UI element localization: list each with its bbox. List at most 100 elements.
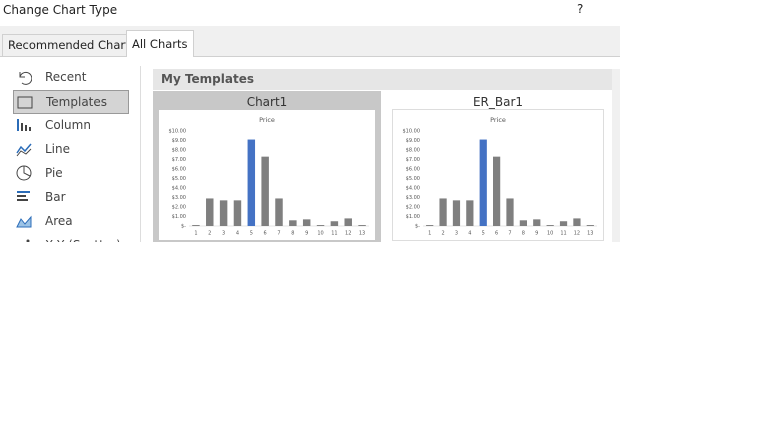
- x-tick-label: 8: [522, 231, 525, 237]
- x-tick-label: 7: [277, 231, 280, 237]
- x-tick-label: 3: [455, 231, 458, 237]
- tab[interactable]: All Charts: [126, 30, 194, 57]
- x-tick-label: 3: [222, 231, 225, 237]
- x-tick-label: 4: [236, 231, 239, 237]
- bar: [261, 156, 269, 226]
- chart-type-item[interactable]: Bar: [13, 186, 127, 208]
- bar: [426, 225, 434, 226]
- panel-heading: My Templates: [153, 69, 612, 90]
- chart-type-label: Line: [45, 142, 71, 156]
- x-tick-label: 1: [428, 231, 431, 237]
- x-tick-label: 8: [291, 231, 294, 237]
- chart-type-icon: [17, 96, 33, 109]
- y-tick-label: $8.00: [406, 148, 420, 154]
- chart-type-item[interactable]: Line: [13, 138, 127, 160]
- chart-type-label: X Y (Scatter): [45, 234, 121, 242]
- chart-type-icon: [16, 143, 32, 157]
- tab-bar: Recommended Charts All Charts: [0, 26, 620, 57]
- bar: [573, 218, 581, 226]
- x-tick-label: 6: [264, 231, 267, 237]
- chart-type-item[interactable]: Recent: [13, 66, 127, 88]
- chart-type-item[interactable]: Templates: [13, 90, 129, 114]
- bar: [439, 198, 447, 226]
- chart-type-icon: [26, 239, 30, 242]
- x-tick-label: 10: [547, 231, 553, 237]
- chart-type-icon: [17, 119, 31, 131]
- x-tick-label: 11: [331, 231, 337, 237]
- y-tick-label: $3.00: [172, 195, 186, 201]
- x-tick-label: 5: [482, 231, 485, 237]
- bar: [192, 225, 200, 226]
- y-tick-label: $7.00: [172, 157, 186, 163]
- bar: [452, 200, 461, 226]
- bar: [546, 225, 554, 226]
- y-tick-label: $2.00: [406, 205, 420, 211]
- bar: [466, 200, 474, 226]
- chart-type-item[interactable]: Area: [13, 210, 127, 232]
- y-tick-label: $3.00: [406, 195, 420, 201]
- y-tick-label: $2.00: [172, 205, 186, 211]
- chart-type-label: Templates: [46, 95, 108, 109]
- y-tick-label: $-: [415, 224, 420, 230]
- chart-type-item[interactable]: Column: [13, 114, 127, 136]
- bar: [586, 225, 594, 226]
- x-tick-label: 4: [468, 231, 471, 237]
- template-card[interactable]: ER_Bar1 Price $10.00 $9.00 $8.00 $7.00 $6.00 $5…: [387, 91, 609, 242]
- bar: [479, 139, 487, 226]
- y-tick-label: $6.00: [172, 167, 186, 173]
- bar: [519, 220, 527, 226]
- chart-type-label: Column: [45, 118, 91, 132]
- x-tick-label: 9: [535, 231, 538, 237]
- chart-type-label: Bar: [45, 190, 66, 204]
- x-tick-label: 5: [250, 231, 253, 237]
- y-tick-label: $1.00: [172, 214, 186, 220]
- y-tick-label: $10.00: [169, 129, 187, 135]
- y-tick-label: $5.00: [406, 176, 420, 182]
- x-tick-label: 7: [508, 231, 511, 237]
- bar: [233, 200, 242, 226]
- tab[interactable]: Recommended Charts: [2, 34, 142, 56]
- x-tick-label: 6: [495, 231, 498, 237]
- x-tick-label: 1: [194, 231, 197, 237]
- chart-type-icon: [16, 165, 32, 181]
- chart-type-label: Area: [45, 214, 73, 228]
- y-tick-label: $4.00: [406, 186, 420, 192]
- template-name: ER_Bar1: [472, 95, 524, 109]
- bar: [289, 220, 297, 226]
- chart-type-icon: [16, 215, 32, 228]
- chart-type-item[interactable]: X Y (Scatter): [13, 234, 127, 242]
- bar: [358, 225, 366, 226]
- x-tick-label: 2: [441, 231, 444, 237]
- dialog-title: Change Chart Type: [3, 3, 118, 17]
- bar: [533, 219, 541, 226]
- dialog: Change Chart Type ? Recommended Charts Al…: [0, 0, 620, 242]
- bar: [219, 200, 228, 226]
- template-card[interactable]: Chart1 Price $10.00 $9.00 $8.00 $7.00 $6.00 $5.…: [153, 91, 381, 242]
- x-tick-label: 2: [208, 231, 211, 237]
- x-tick-label: 13: [359, 231, 365, 237]
- bar: [316, 225, 325, 226]
- chart-type-label: Recent: [45, 70, 87, 84]
- chart-type-item[interactable]: Pie: [13, 162, 127, 184]
- bar: [330, 221, 339, 226]
- template-thumbnail: Price $10.00 $9.00 $8.00 $7.00 $6.00 $5.00 $4.0…: [159, 110, 375, 240]
- y-tick-label: $7.00: [406, 157, 420, 163]
- help-button[interactable]: ?: [577, 2, 584, 16]
- x-tick-label: 12: [345, 231, 351, 237]
- bar: [506, 198, 514, 226]
- scrollbar[interactable]: [612, 69, 620, 242]
- y-tick-label: $5.00: [172, 176, 186, 182]
- template-thumbnail: Price $10.00 $9.00 $8.00 $7.00 $6.00 $5.00 $4.0…: [392, 109, 604, 241]
- chart-type-icon: [19, 71, 32, 85]
- x-tick-label: 12: [574, 231, 580, 237]
- chart-type-label: Pie: [45, 166, 63, 180]
- y-tick-label: $8.00: [172, 148, 186, 154]
- bar: [247, 139, 256, 226]
- divider: [140, 66, 141, 242]
- y-tick-label: $1.00: [406, 214, 420, 220]
- chart-type-icon: [17, 191, 30, 201]
- bar: [275, 198, 283, 226]
- x-tick-label: 11: [560, 231, 566, 237]
- y-tick-label: $10.00: [403, 129, 421, 135]
- x-tick-label: 13: [587, 231, 593, 237]
